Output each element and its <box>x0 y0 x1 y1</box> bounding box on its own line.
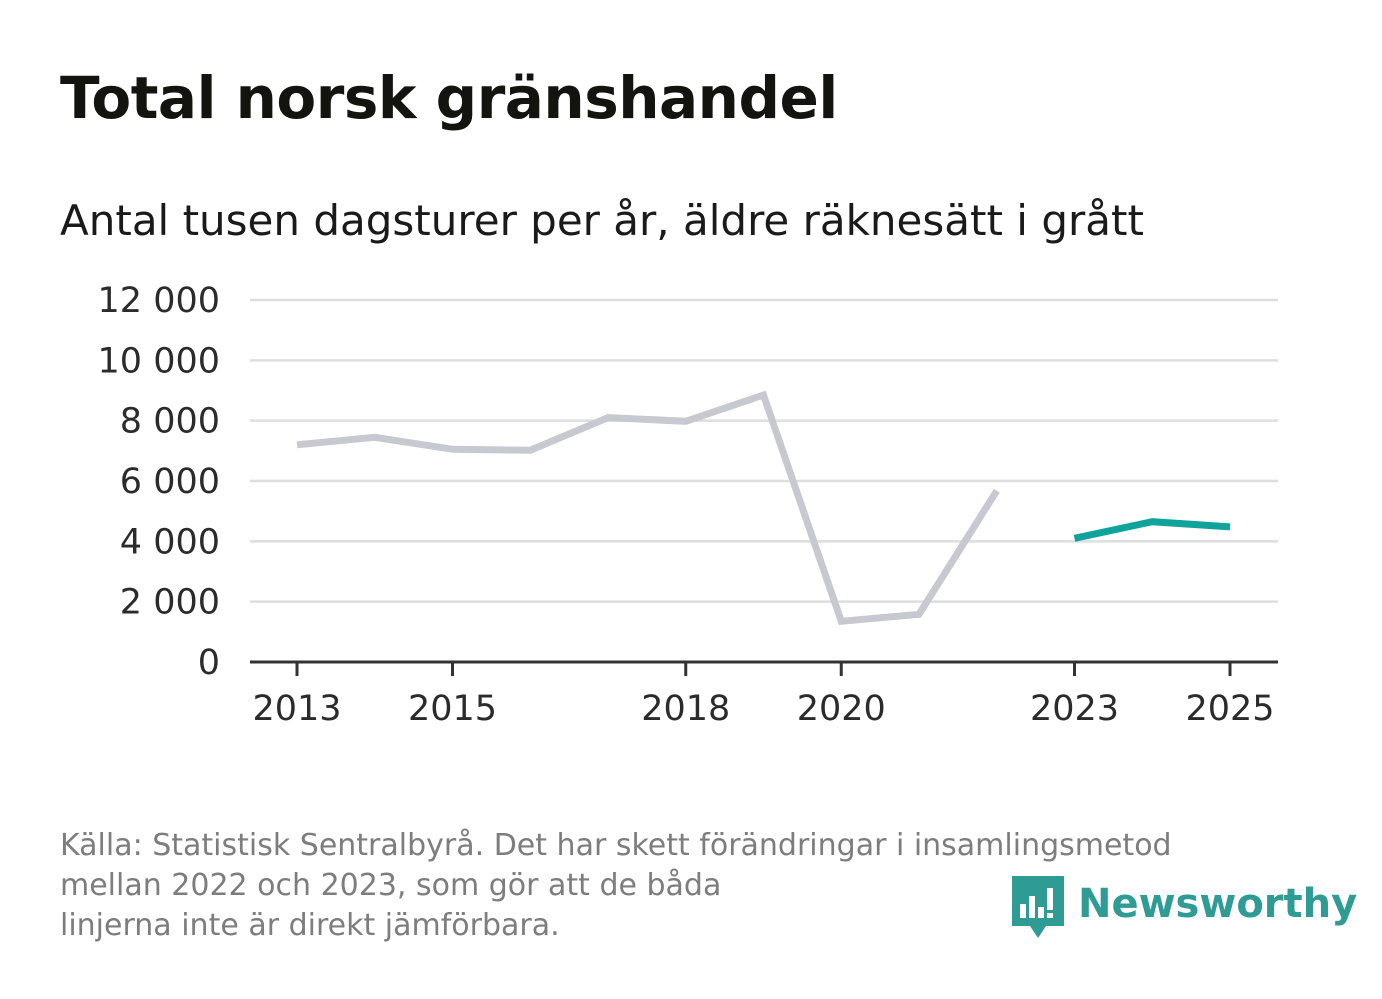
y-tick-label: 8 000 <box>120 402 220 442</box>
source-line-3: linjerna inte är direkt jämförbara. <box>60 908 560 943</box>
logo-text: Newsworthy <box>1078 881 1358 927</box>
x-tick-label: 2023 <box>1030 689 1119 729</box>
y-tick-label: 10 000 <box>98 341 220 381</box>
x-tick-label: 2013 <box>252 689 341 729</box>
source-line-2: mellan 2022 och 2023, som gör att de båd… <box>60 868 722 903</box>
source-line-1: Källa: Statistisk Sentralbyrå. Det har s… <box>60 828 1172 863</box>
series-line-new-method <box>1073 518 1231 542</box>
y-tick-label: 6 000 <box>120 462 220 502</box>
newsworthy-logo: Newsworthy <box>1012 876 1357 942</box>
y-tick-label: 0 <box>198 643 220 683</box>
x-axis: 2013 2015 2018 2020 2023 2025 <box>250 660 1278 729</box>
y-tick-label: 12 000 <box>98 281 220 321</box>
x-tick-label: 2025 <box>1185 689 1274 729</box>
chart-subtitle: Antal tusen dagsturer per år, äldre räkn… <box>60 196 1144 245</box>
x-tick-label: 2015 <box>408 689 497 729</box>
bar-chart-bubble-icon <box>1012 876 1064 938</box>
y-tick-label: 2 000 <box>120 583 220 623</box>
x-tick-label: 2020 <box>797 689 886 729</box>
y-axis-ticks: 0 2 000 4 000 6 000 8 000 10 000 12 000 <box>98 281 220 683</box>
series-line-old-method <box>296 390 1000 626</box>
series-lines <box>296 390 1231 626</box>
x-tick-label: 2018 <box>641 689 730 729</box>
chart-title: Total norsk gränshandel <box>60 64 838 132</box>
y-tick-label: 4 000 <box>120 522 220 562</box>
grid-lines <box>250 298 1278 603</box>
source-note: Källa: Statistisk Sentralbyrå. Det har s… <box>60 826 1240 946</box>
